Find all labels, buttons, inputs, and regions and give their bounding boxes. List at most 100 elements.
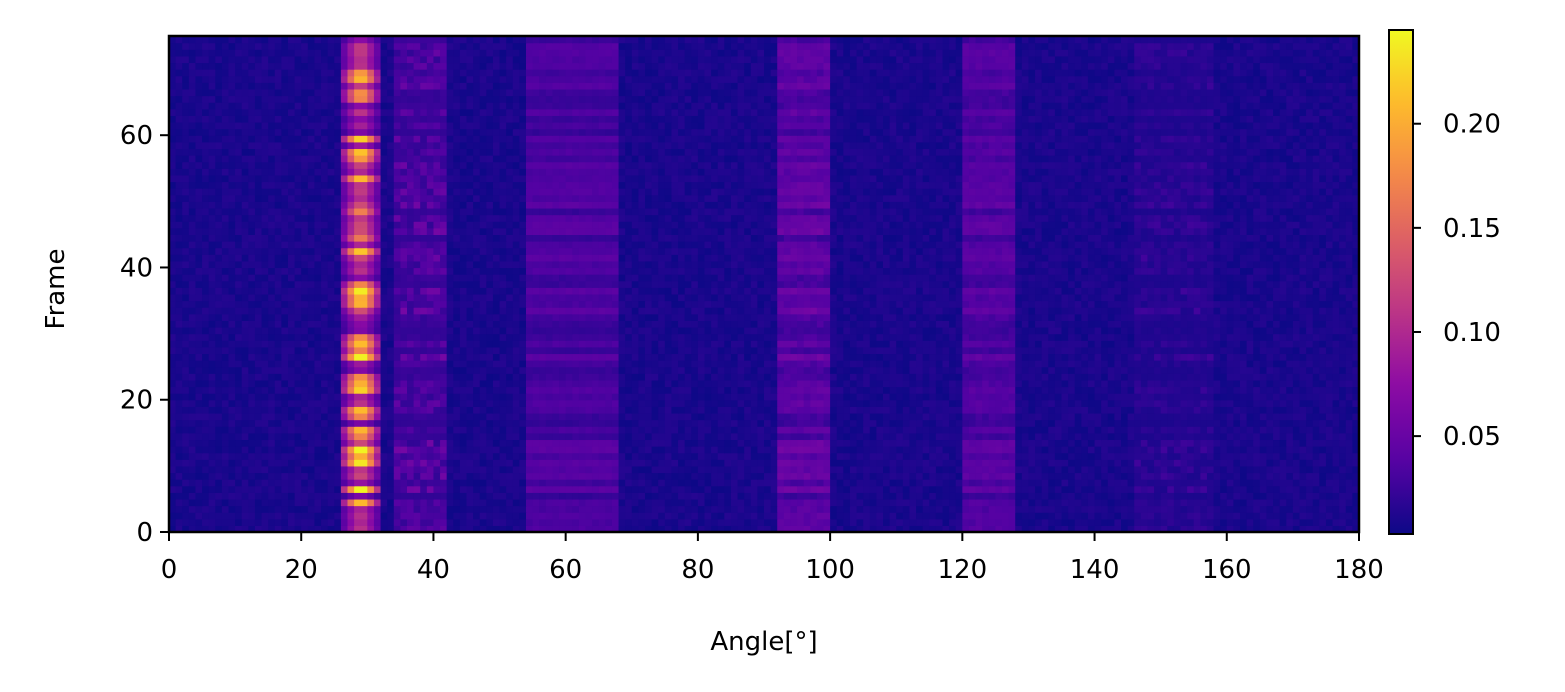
heatmap-cell bbox=[1173, 459, 1182, 467]
heatmap-cell bbox=[704, 406, 712, 414]
heatmap-cell bbox=[737, 373, 745, 381]
heatmap-cell bbox=[1180, 399, 1188, 407]
heatmap-cell bbox=[1319, 512, 1327, 520]
heatmap-cell bbox=[1206, 472, 1215, 480]
heatmap-cell bbox=[1048, 518, 1056, 526]
heatmap-cell bbox=[975, 512, 983, 520]
heatmap-cell bbox=[215, 393, 223, 401]
heatmap-cell bbox=[982, 465, 990, 474]
heatmap-cell bbox=[711, 479, 719, 487]
heatmap-cell bbox=[1299, 412, 1307, 421]
heatmap-cell bbox=[1206, 518, 1215, 526]
heatmap-cell bbox=[757, 379, 765, 388]
heatmap-cell bbox=[1226, 492, 1234, 500]
heatmap-cell bbox=[1332, 498, 1340, 507]
heatmap-cell bbox=[552, 479, 560, 487]
heatmap-cell bbox=[221, 505, 230, 513]
heatmap-cell bbox=[1240, 399, 1248, 407]
heatmap-cell bbox=[479, 518, 487, 526]
heatmap-cell bbox=[836, 452, 844, 460]
heatmap-cell bbox=[916, 366, 924, 374]
heatmap-cell bbox=[949, 360, 957, 368]
heatmap-cell bbox=[1041, 485, 1049, 493]
heatmap-cell bbox=[625, 399, 633, 407]
heatmap-cell bbox=[1273, 492, 1281, 500]
heatmap-cell bbox=[863, 399, 871, 407]
heatmap-cell bbox=[1292, 505, 1301, 513]
heatmap-cell bbox=[803, 379, 811, 388]
heatmap-cell bbox=[1074, 379, 1082, 388]
heatmap-cell bbox=[975, 346, 983, 355]
heatmap-cell bbox=[1200, 379, 1208, 388]
heatmap-cell bbox=[1187, 393, 1195, 401]
heatmap-cell bbox=[916, 432, 924, 441]
heatmap-cell bbox=[849, 498, 858, 507]
heatmap-cell bbox=[1160, 518, 1168, 526]
heatmap-cell bbox=[1220, 360, 1228, 368]
heatmap-cell bbox=[797, 386, 805, 394]
heatmap-cell bbox=[988, 518, 996, 526]
heatmap-cell bbox=[492, 386, 501, 394]
heatmap-cell bbox=[1306, 366, 1314, 374]
heatmap-cell bbox=[446, 452, 454, 460]
heatmap-cell bbox=[1107, 419, 1115, 427]
heatmap-cell bbox=[1114, 412, 1122, 421]
heatmap-cell bbox=[473, 479, 481, 487]
heatmap-cell bbox=[479, 360, 487, 368]
heatmap-cell bbox=[380, 446, 388, 454]
heatmap-cell bbox=[1048, 393, 1056, 401]
heatmap-cell bbox=[1173, 485, 1182, 493]
heatmap-cell bbox=[849, 439, 858, 447]
heatmap-cell bbox=[697, 485, 706, 493]
heatmap-cell bbox=[1312, 439, 1320, 447]
heatmap-cell bbox=[486, 505, 494, 513]
heatmap-cell bbox=[1028, 346, 1036, 355]
heatmap-cell bbox=[235, 346, 243, 355]
heatmap-cell bbox=[241, 465, 249, 474]
heatmap-cell bbox=[671, 379, 679, 388]
heatmap-cell bbox=[995, 512, 1003, 520]
heatmap-cell bbox=[757, 439, 765, 447]
heatmap-cell bbox=[1233, 393, 1241, 401]
heatmap-cell bbox=[519, 498, 527, 507]
heatmap-cell bbox=[1226, 386, 1234, 394]
heatmap-cell bbox=[1312, 353, 1320, 361]
heatmap-cell bbox=[1160, 360, 1168, 368]
heatmap-cell bbox=[1233, 492, 1241, 500]
heatmap-cell bbox=[902, 393, 911, 401]
heatmap-cell bbox=[1193, 386, 1201, 394]
heatmap-cell bbox=[400, 485, 408, 493]
heatmap-cell bbox=[241, 505, 249, 513]
heatmap-cell bbox=[1094, 386, 1102, 394]
heatmap-cell bbox=[1061, 426, 1069, 434]
heatmap-cell bbox=[545, 346, 554, 355]
heatmap-cell bbox=[274, 373, 282, 381]
heatmap-cell bbox=[1068, 353, 1076, 361]
heatmap-cell bbox=[730, 452, 739, 460]
heatmap-cell bbox=[585, 419, 593, 427]
heatmap-cell bbox=[1021, 452, 1030, 460]
heatmap-cell bbox=[1041, 406, 1049, 414]
heatmap-cell bbox=[1213, 459, 1221, 467]
heatmap-cell bbox=[459, 386, 468, 394]
heatmap-cell bbox=[420, 379, 428, 388]
heatmap-cell bbox=[426, 452, 435, 460]
heatmap-cell bbox=[327, 399, 335, 407]
heatmap-cell bbox=[836, 360, 844, 368]
heatmap-cell bbox=[446, 512, 454, 520]
heatmap-cell bbox=[1121, 406, 1129, 414]
heatmap-cell bbox=[492, 412, 501, 421]
heatmap-cell bbox=[1008, 485, 1016, 493]
heatmap-cell bbox=[678, 459, 686, 467]
heatmap-cell bbox=[340, 366, 349, 374]
heatmap-cell bbox=[195, 446, 203, 454]
heatmap-cell bbox=[294, 452, 302, 460]
heatmap-cell bbox=[552, 412, 560, 421]
heatmap-cell bbox=[764, 459, 772, 467]
heatmap-cell bbox=[202, 353, 210, 361]
heatmap-cell bbox=[1319, 498, 1327, 507]
heatmap-cell bbox=[830, 406, 838, 414]
heatmap-cell bbox=[982, 505, 990, 513]
heatmap-cell bbox=[1068, 393, 1076, 401]
heatmap-cell bbox=[730, 465, 739, 474]
